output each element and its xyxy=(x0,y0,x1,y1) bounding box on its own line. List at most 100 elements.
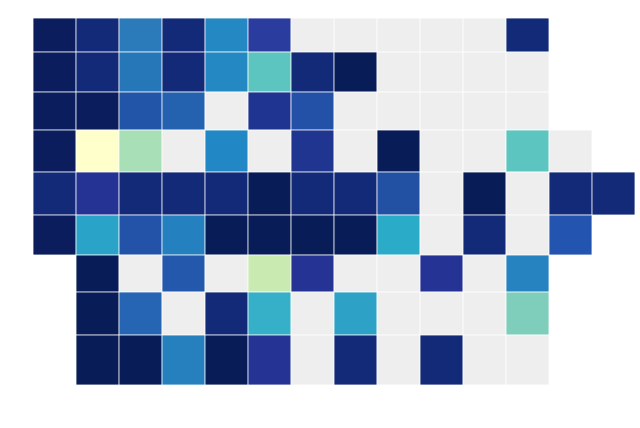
county xyxy=(32,17,77,53)
county xyxy=(204,91,249,131)
county xyxy=(462,214,507,256)
county xyxy=(32,91,77,131)
county xyxy=(419,254,464,293)
county xyxy=(32,171,77,216)
county xyxy=(247,214,292,256)
county xyxy=(247,171,292,216)
county xyxy=(118,51,163,93)
county xyxy=(505,291,550,336)
county xyxy=(376,291,421,336)
county xyxy=(376,254,421,293)
county-layer xyxy=(32,17,636,386)
county xyxy=(247,291,292,336)
county xyxy=(161,334,206,386)
county xyxy=(419,334,464,386)
county xyxy=(505,51,550,93)
county xyxy=(376,17,421,53)
county xyxy=(32,51,77,93)
county xyxy=(161,51,206,93)
county xyxy=(32,129,77,173)
county xyxy=(118,91,163,131)
county xyxy=(419,129,464,173)
county xyxy=(548,129,593,173)
county xyxy=(548,171,593,216)
county xyxy=(290,129,335,173)
county xyxy=(75,334,120,386)
county xyxy=(204,129,249,173)
county xyxy=(161,91,206,131)
county xyxy=(161,254,206,293)
county xyxy=(204,254,249,293)
county xyxy=(333,334,378,386)
county xyxy=(419,171,464,216)
county xyxy=(419,214,464,256)
county xyxy=(118,214,163,256)
county xyxy=(204,214,249,256)
county xyxy=(290,51,335,93)
county xyxy=(376,51,421,93)
county xyxy=(247,17,292,53)
county xyxy=(204,17,249,53)
county xyxy=(118,291,163,336)
county xyxy=(118,171,163,216)
county xyxy=(32,214,77,256)
county xyxy=(118,17,163,53)
county xyxy=(505,171,550,216)
county xyxy=(462,17,507,53)
county xyxy=(419,51,464,93)
county xyxy=(118,254,163,293)
county xyxy=(118,129,163,173)
county xyxy=(75,129,120,173)
county xyxy=(505,129,550,173)
county xyxy=(333,171,378,216)
county xyxy=(333,91,378,131)
county xyxy=(290,214,335,256)
county xyxy=(505,334,550,386)
county xyxy=(333,254,378,293)
county xyxy=(290,171,335,216)
county xyxy=(290,254,335,293)
county xyxy=(333,214,378,256)
county xyxy=(376,334,421,386)
county xyxy=(247,91,292,131)
county xyxy=(247,254,292,293)
county xyxy=(290,334,335,386)
county xyxy=(247,129,292,173)
county xyxy=(247,51,292,93)
county xyxy=(419,291,464,336)
county xyxy=(75,17,120,53)
county xyxy=(75,91,120,131)
county xyxy=(333,51,378,93)
county xyxy=(376,171,421,216)
county xyxy=(505,91,550,131)
county xyxy=(204,51,249,93)
county xyxy=(505,254,550,293)
county xyxy=(161,17,206,53)
county xyxy=(505,214,550,256)
county xyxy=(376,214,421,256)
county xyxy=(161,129,206,173)
county xyxy=(290,91,335,131)
county xyxy=(462,291,507,336)
county xyxy=(118,334,163,386)
county xyxy=(75,254,120,293)
county xyxy=(462,334,507,386)
county xyxy=(161,171,206,216)
county xyxy=(462,129,507,173)
county xyxy=(333,17,378,53)
county xyxy=(247,334,292,386)
county xyxy=(75,291,120,336)
county xyxy=(505,17,550,53)
county xyxy=(376,91,421,131)
county xyxy=(376,129,421,173)
county xyxy=(419,17,464,53)
county xyxy=(161,291,206,336)
county xyxy=(161,214,206,256)
county xyxy=(462,91,507,131)
county xyxy=(75,214,120,256)
county xyxy=(290,291,335,336)
county xyxy=(204,291,249,336)
county xyxy=(333,129,378,173)
county xyxy=(204,334,249,386)
